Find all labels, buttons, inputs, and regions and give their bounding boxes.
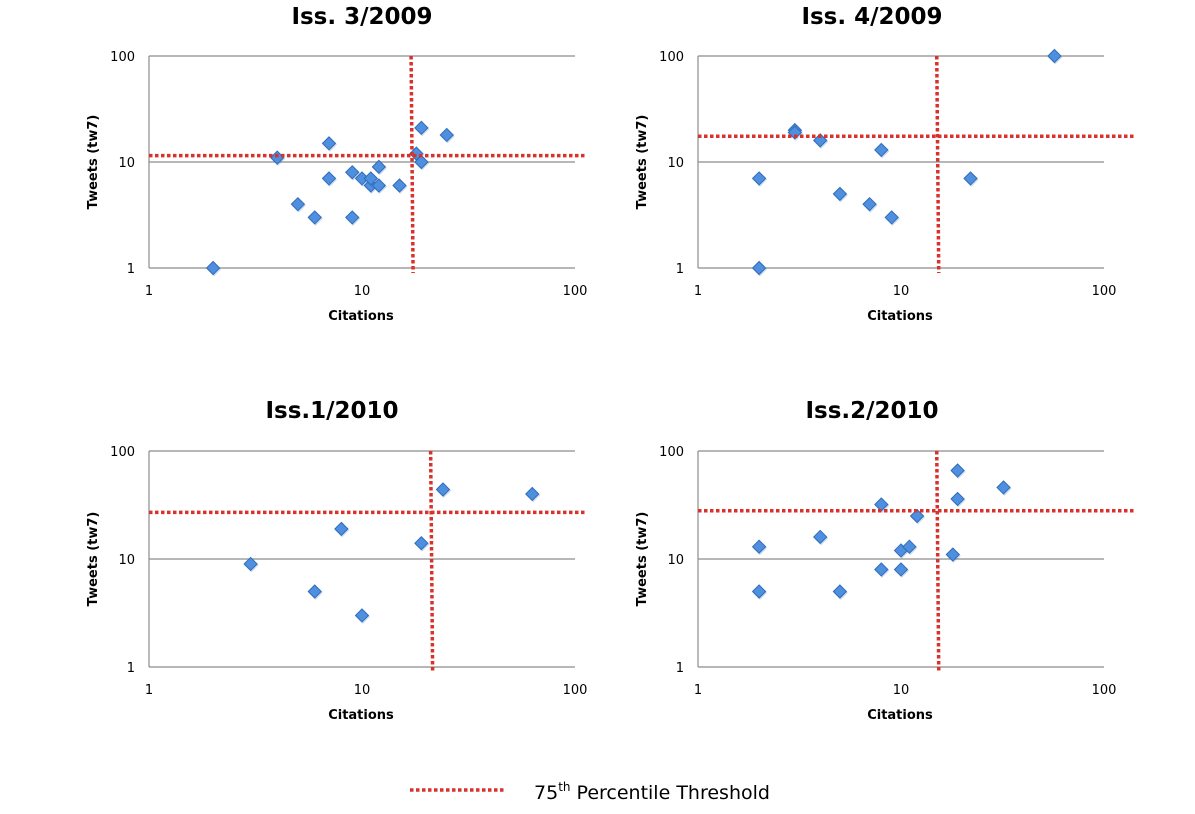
threshold-line-citations [409,55,415,274]
y-tick-label: 1 [127,262,135,277]
y-tick-label: 100 [110,50,135,65]
y-tick-label: 100 [659,50,684,65]
data-point [751,584,767,599]
data-point [950,491,965,507]
data-point [321,171,337,186]
data-point [371,159,387,175]
data-point [950,463,965,478]
data-point [963,171,978,186]
data-point [874,142,889,158]
data-point [832,584,848,599]
y-tick-label: 10 [667,553,684,568]
chart-title: Iss. 4/2009 [801,4,942,30]
data-point [363,171,379,186]
data-point [414,536,429,551]
y-tick-label: 10 [118,553,135,568]
data-point [862,196,877,212]
chart-title: Iss.1/2010 [265,398,398,424]
x-tick-label: 100 [1092,683,1117,698]
x-axis-label: Citations [867,309,933,324]
y-axis-label: Tweets (tw7) [635,115,650,210]
data-point [392,178,407,193]
chart-title: Iss.2/2010 [805,398,938,424]
y-axis-label: Tweets (tw7) [635,512,650,607]
x-tick-label: 10 [893,284,910,299]
scatter-chart-2: Iss. 4/2009 1 10 100 1 10 100 Citations Tweets (… [635,4,1135,324]
data-point [902,539,917,554]
data-point [787,125,803,140]
data-point [345,165,360,180]
data-point [884,210,899,225]
data-point [525,486,540,502]
data-point [893,562,909,577]
data-point [1047,48,1062,64]
x-tick-label: 1 [145,284,153,299]
y-tick-label: 10 [667,156,684,171]
x-axis-label: Citations [867,708,933,723]
data-point [996,480,1011,495]
scatter-chart-4: Iss.2/2010 1 10 100 1 10 100 Citations Tweets (t… [635,398,1135,723]
x-tick-label: 1 [694,284,702,299]
data-point [345,210,360,225]
data-point [321,136,337,151]
x-tick-label: 100 [1092,284,1117,299]
data-point [832,186,848,202]
x-axis-label: Citations [328,708,394,723]
data-point [334,521,349,537]
data-point [751,539,767,554]
x-tick-label: 1 [145,683,153,698]
data-point [243,556,258,572]
data-point [205,260,221,276]
threshold-line-citations [428,450,435,673]
data-point [307,584,322,599]
y-tick-label: 1 [127,661,135,676]
chart-title: Iss. 3/2009 [291,4,432,30]
data-point [307,210,322,225]
y-axis-label: Tweets (tw7) [86,115,101,210]
x-tick-label: 10 [893,683,910,698]
threshold-line-citations [934,55,941,274]
data-point [751,260,767,276]
y-tick-label: 100 [110,445,135,460]
data-point [945,547,961,562]
scatter-chart-1: Iss. 3/2009 1 10 100 1 10 100 Citations Tweets (… [86,4,587,324]
x-tick-label: 10 [354,683,371,698]
y-axis-label: Tweets (tw7) [86,512,101,607]
data-point [751,171,767,186]
x-tick-label: 100 [563,284,588,299]
data-point [813,133,828,148]
data-point [435,482,451,497]
scatter-chart-3: Iss.1/2010 1 10 100 1 10 100 Citations Tweets (t… [86,398,587,723]
x-tick-label: 10 [354,284,371,299]
data-point [439,127,454,143]
y-tick-label: 100 [659,445,684,460]
data-point [909,508,925,524]
y-tick-label: 1 [676,262,684,277]
x-tick-label: 1 [694,683,702,698]
y-tick-label: 10 [118,156,135,171]
legend: 75th Percentile Threshold [410,780,770,804]
legend-label: 75th Percentile Threshold [534,780,770,804]
data-point [290,196,306,212]
data-point [813,529,828,545]
data-point [414,154,429,170]
x-axis-label: Citations [328,309,394,324]
threshold-line-citations [934,450,941,673]
data-point [874,562,889,577]
x-tick-label: 100 [563,683,588,698]
data-point [354,608,370,623]
data-point [371,178,387,193]
data-point [414,120,429,136]
y-tick-label: 1 [676,661,684,676]
